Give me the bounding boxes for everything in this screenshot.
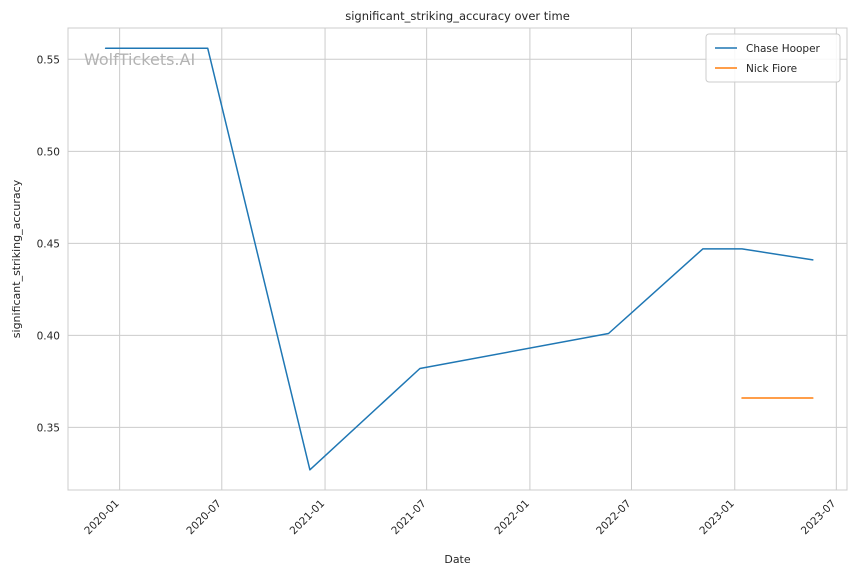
y-tick-label: 0.55 [37,54,60,66]
legend-box [705,33,841,83]
series-layer [104,47,814,471]
legend-label: Nick Fiore [746,63,797,75]
grid-layer [68,28,847,490]
series-line [104,47,814,471]
y-tick-label: 0.45 [37,238,60,250]
legend-label: Chase Hooper [746,43,821,55]
y-tick-label: 0.40 [37,330,60,342]
watermark: WolfTickets.AI [84,50,195,69]
legend: Chase Hooper Nick Fiore [705,33,841,83]
y-axis-label: significant_striking_accuracy [10,179,23,338]
y-tick-label: 0.50 [37,146,60,158]
plot-frame [67,27,848,491]
x-axis-label: Date [444,553,471,566]
y-tick-label: 0.35 [37,422,60,434]
chart-title: significant_striking_accuracy over time [345,9,570,23]
